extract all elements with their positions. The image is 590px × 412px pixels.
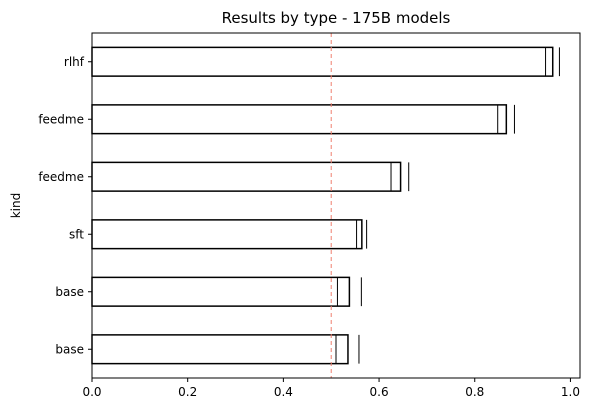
bar	[91, 219, 363, 250]
y-tick-label: sft	[69, 227, 84, 241]
bars-group	[91, 46, 560, 365]
bar	[91, 46, 554, 77]
y-tick-label: base	[55, 285, 84, 299]
bar	[91, 334, 349, 365]
x-tick-label: 0.6	[370, 385, 389, 399]
y-tick-label: base	[55, 342, 84, 356]
plot-frame	[91, 32, 581, 379]
chart-title: Results by type - 175B models	[222, 9, 451, 27]
y-axis-label: kind	[9, 193, 23, 219]
bar	[91, 161, 402, 192]
x-tick-label: 0.2	[178, 385, 197, 399]
y-tick-label: feedme	[38, 170, 84, 184]
x-tick-label: 0.4	[274, 385, 293, 399]
y-tick-label: feedme	[38, 112, 84, 126]
y-axis-ticks: rlhf feedme feedme sft base base	[38, 55, 92, 356]
bar	[91, 276, 351, 307]
bar	[91, 104, 508, 135]
x-axis-ticks: 0.0 0.2 0.4 0.6 0.8 1.0	[82, 378, 580, 399]
x-tick-label: 1.0	[561, 385, 580, 399]
x-tick-label: 0.0	[82, 385, 101, 399]
x-tick-label: 0.8	[465, 385, 484, 399]
y-tick-label: rlhf	[64, 55, 85, 69]
